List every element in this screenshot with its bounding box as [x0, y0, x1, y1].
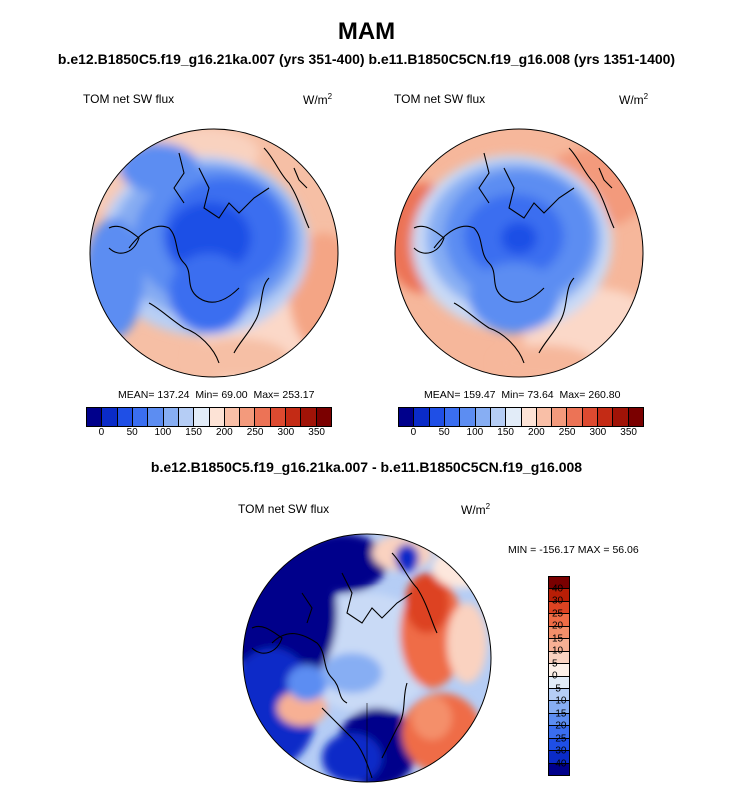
season-title: MAM: [337, 18, 396, 45]
colorbar-tick-label: 100: [466, 427, 484, 438]
colorbar-swatch: [132, 408, 149, 426]
colorbar-swatch: [552, 408, 568, 426]
colorbar-tick-label: 50: [126, 427, 138, 438]
colorbar-swatch: [255, 408, 271, 426]
colorbar-swatch: [549, 651, 569, 665]
colorbar-swatch: [178, 408, 195, 426]
colorbar-tick-label: 20: [552, 620, 564, 632]
colorbar-swatch: [460, 408, 476, 426]
colorbar-tick-label: 40: [552, 583, 564, 594]
colorbar-swatch: [87, 408, 103, 426]
colorbar-swatch: [429, 408, 445, 426]
colorbar-swatch: [399, 408, 415, 426]
colorbar-tick-label: 250: [558, 427, 576, 438]
colorbar-swatch: [549, 589, 569, 602]
colorbar-tick-label: 250: [246, 427, 264, 438]
colorbar-swatch: [102, 408, 118, 426]
colorbar-swatch: [270, 408, 287, 426]
left-polar-map: [89, 128, 339, 378]
colorbar-swatch: [598, 408, 614, 426]
colorbar-swatch: [209, 408, 225, 426]
colorbar-tick-label: -5: [552, 683, 561, 694]
left-variable-label: TOM net SW flux: [83, 92, 175, 106]
colorbar-tick-label: 350: [308, 427, 325, 438]
colorbar-swatch: [549, 701, 569, 714]
colorbar-swatch: [240, 408, 256, 426]
right-units: W/m2: [619, 92, 649, 107]
colorbar-swatch: [582, 408, 599, 426]
colorbar-tick-label: 0: [552, 670, 558, 682]
colorbar-swatch: [549, 639, 569, 652]
colorbar-swatch: [521, 408, 537, 426]
colorbar-swatch: [549, 713, 569, 727]
colorbar-tick-label: 300: [589, 427, 607, 438]
colorbar-swatch: [549, 626, 569, 640]
colorbar-swatch: [549, 726, 569, 739]
colorbar-swatch: [490, 408, 507, 426]
difference-polar-map: [242, 533, 492, 783]
colorbar-swatch: [628, 408, 643, 426]
difference-title: b.e12.B1850C5.f19_g16.21ka.007 - b.e11.B…: [150, 459, 583, 475]
colorbar-tick-label: -20: [552, 720, 567, 732]
colorbar-swatch: [148, 408, 164, 426]
colorbar-swatch: [549, 676, 569, 689]
colorbar-tick-label: -25: [552, 733, 567, 744]
colorbar-swatch: [549, 688, 569, 702]
colorbar-swatch: [414, 408, 430, 426]
colorbar-swatch: [194, 408, 210, 426]
diff-variable-label: TOM net SW flux: [238, 502, 330, 516]
colorbar-tick-label: 5: [552, 658, 558, 669]
colorbar-tick-label: -30: [552, 745, 567, 757]
colorbar-swatch: [613, 408, 629, 426]
colorbar-swatch: [117, 408, 133, 426]
colorbar-tick-label: 100: [154, 427, 172, 438]
colorbar-swatch: [549, 738, 569, 752]
colorbar-tick-label: 0: [410, 427, 417, 438]
colorbar-tick-label: 150: [185, 427, 202, 438]
colorbar-swatch: [567, 408, 583, 426]
colorbar-swatch: [549, 763, 569, 775]
colorbar-tick-label: 30: [552, 595, 564, 607]
colorbar-swatch: [163, 408, 179, 426]
colorbar-swatch: [549, 614, 569, 627]
colorbar-tick-label: 10: [552, 645, 564, 657]
colorbar-swatch: [549, 577, 569, 590]
colorbar-swatch: [536, 408, 553, 426]
right-colorbar: 0 50 100 150 200 250 300 350: [398, 407, 644, 439]
colorbar-tick-label: 0: [98, 427, 105, 438]
colorbar-swatch: [506, 408, 522, 426]
colorbar-swatch: [224, 408, 241, 426]
left-colorbar: 0 50 100 150 200 250 300 350: [86, 407, 332, 439]
colorbar-swatch: [444, 408, 461, 426]
left-stats: MEAN= 137.24 Min= 69.00 Max= 253.17: [118, 389, 315, 401]
colorbar-tick-label: 200: [216, 427, 233, 438]
colorbar-tick-label: -40: [552, 758, 567, 769]
right-stats: MEAN= 159.47 Min= 73.64 Max= 260.80: [424, 389, 621, 401]
colorbar-tick-label: 15: [552, 633, 564, 644]
colorbar-tick-label: 350: [620, 427, 637, 438]
right-polar-map: [394, 128, 644, 378]
colorbar-tick-label: 150: [497, 427, 514, 438]
colorbar-tick-label: 200: [528, 427, 545, 438]
colorbar-swatch: [549, 751, 569, 764]
colorbar-tick-label: 50: [438, 427, 450, 438]
cases-title: b.e12.B1850C5.f19_g16.21ka.007 (yrs 351-…: [57, 51, 676, 67]
diff-range-label: MIN = -156.17 MAX = 56.06: [508, 544, 639, 556]
colorbar-tick-label: -15: [552, 708, 567, 719]
colorbar-tick-label: 25: [552, 608, 564, 619]
colorbar-swatch: [475, 408, 491, 426]
colorbar-tick-label: -10: [552, 695, 567, 707]
colorbar-swatch: [549, 601, 569, 615]
diff-units: W/m2: [461, 502, 491, 517]
colorbar-swatch: [286, 408, 302, 426]
diff-colorbar-ticks: 40 30 25 20 15 10 5 0 -5 -10 -15 -20 -25 -30 -40: [552, 576, 582, 776]
right-variable-label: TOM net SW flux: [394, 92, 486, 106]
colorbar-swatch: [316, 408, 331, 426]
colorbar-tick-label: 300: [277, 427, 295, 438]
diff-colorbar: [548, 576, 570, 776]
colorbar-swatch: [549, 664, 569, 677]
colorbar-swatch: [301, 408, 317, 426]
left-units: W/m2: [303, 92, 333, 107]
